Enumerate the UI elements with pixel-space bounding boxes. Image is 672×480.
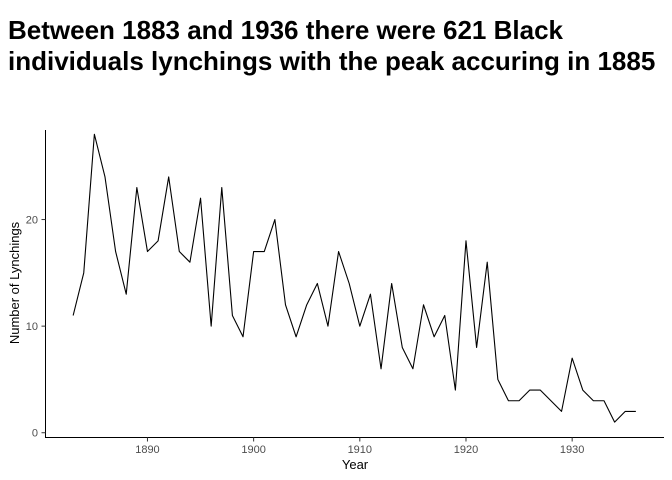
- x-tick-label: 1910: [348, 444, 372, 456]
- series-line: [72, 133, 636, 423]
- y-axis-title: Number of Lynchings: [7, 221, 22, 344]
- chart-title: Between 1883 and 1936 there were 621 Bla…: [8, 15, 656, 76]
- y-tick-label: 0: [32, 428, 38, 440]
- x-axis-title: Year: [342, 457, 369, 472]
- x-ticks: 1890 1900 1910 1920 1930: [135, 437, 584, 456]
- x-tick-label: 1930: [560, 444, 584, 456]
- axes: [45, 130, 664, 438]
- y-tick-label: 20: [26, 215, 38, 227]
- y-tick-label: 10: [26, 321, 38, 333]
- y-ticks: 0 10 20: [26, 215, 46, 440]
- x-tick-label: 1900: [241, 444, 265, 456]
- x-tick-label: 1890: [135, 444, 159, 456]
- x-tick-label: 1920: [454, 444, 478, 456]
